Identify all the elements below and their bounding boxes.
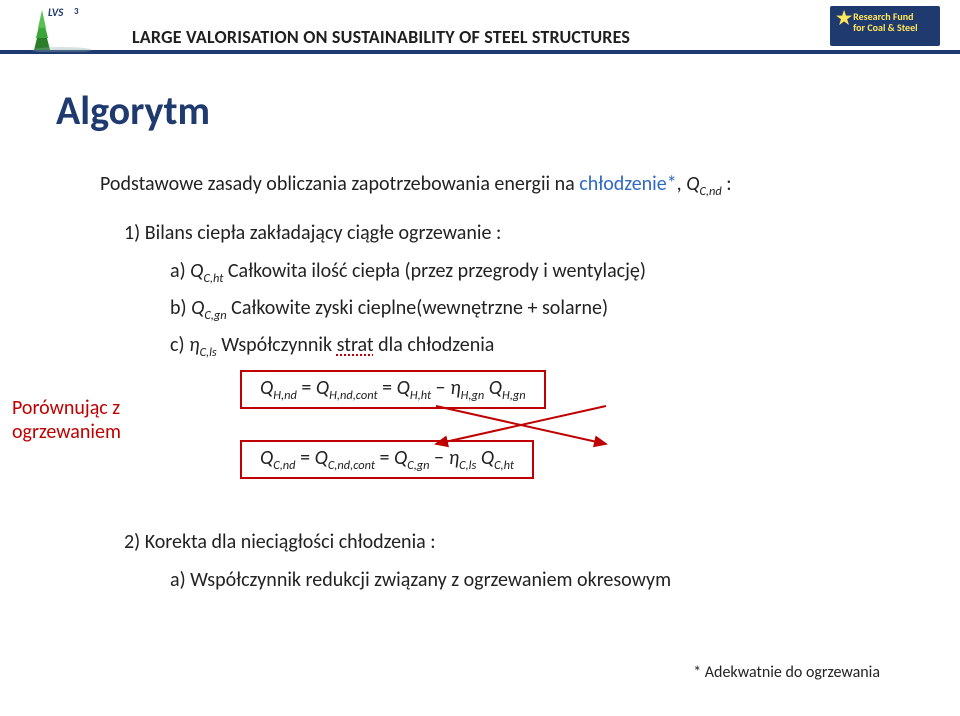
lead-line: Podstawowe zasady obliczania zapotrzebow… bbox=[100, 172, 900, 199]
header-divider bbox=[0, 50, 960, 54]
slide-body: Podstawowe zasady obliczania zapotrzebow… bbox=[100, 172, 900, 592]
c-text-post: dla chłodzenia bbox=[374, 333, 495, 357]
lead-suffix: , bbox=[677, 172, 687, 196]
lead-prefix: Podstawowe zasady obliczania zapotrzebow… bbox=[100, 172, 579, 196]
logo-left: LVS 3 bbox=[30, 4, 94, 52]
a-text: Całkowita ilość ciepła (przez przegrody … bbox=[223, 259, 646, 283]
b-sub: C,gn bbox=[204, 308, 226, 323]
a-sub: C,ht bbox=[203, 271, 223, 286]
item-2a: a) Współczynnik redukcji związany z ogrz… bbox=[170, 568, 900, 592]
b-text: Całkowite zyski cieplne(wewnętrzne + sol… bbox=[227, 296, 608, 320]
item-1b: b) QC,gn Całkowite zyski cieplne(wewnętr… bbox=[170, 296, 900, 323]
a-label: a) bbox=[170, 259, 190, 283]
a-sym: Q bbox=[190, 259, 203, 283]
c-sym: η bbox=[189, 333, 200, 357]
svg-text:3: 3 bbox=[74, 6, 79, 17]
b-sym: Q bbox=[191, 296, 204, 320]
stars-icon: ★ bbox=[836, 11, 849, 25]
logo-right: ★ Research Fund for Coal & Steel bbox=[830, 6, 940, 46]
lead-symbol-sub: C,nd bbox=[699, 184, 721, 199]
logo-right-line2: for Coal & Steel bbox=[853, 22, 917, 33]
crossing-arrows-icon bbox=[416, 404, 646, 450]
c-sub: C,ls bbox=[200, 345, 217, 360]
lead-highlight: chłodzenie* bbox=[579, 172, 676, 196]
compare-label: Porównując z ogrzewaniem bbox=[12, 396, 152, 444]
project-title: LARGE VALORISATION ON SUSTAINABILITY OF … bbox=[132, 26, 630, 48]
lead-end: : bbox=[722, 172, 732, 196]
item-1: 1) Bilans ciepła zakładający ciągłe ogrz… bbox=[124, 221, 900, 245]
c-text-pre: Współczynnik bbox=[217, 333, 337, 357]
formula-area: Porównując z ogrzewaniem QH,nd = QH,nd,c… bbox=[100, 370, 900, 500]
item-2: 2) Korekta dla nieciągłości chłodzenia : bbox=[124, 530, 900, 554]
tree-icon: LVS 3 bbox=[30, 4, 94, 52]
footnote: * Adekwatnie do ogrzewania bbox=[693, 663, 880, 682]
c-underline: strat bbox=[337, 333, 374, 357]
item-1c: c) ηC,ls Współczynnik strat dla chłodzen… bbox=[170, 333, 900, 360]
b-label: b) bbox=[170, 296, 191, 320]
item-1a: a) QC,ht Całkowita ilość ciepła (przez p… bbox=[170, 259, 900, 286]
c-label: c) bbox=[170, 333, 189, 357]
lead-symbol: Q bbox=[686, 172, 699, 196]
svg-text:LVS: LVS bbox=[48, 6, 64, 19]
slide-title: Algorytm bbox=[56, 86, 210, 135]
